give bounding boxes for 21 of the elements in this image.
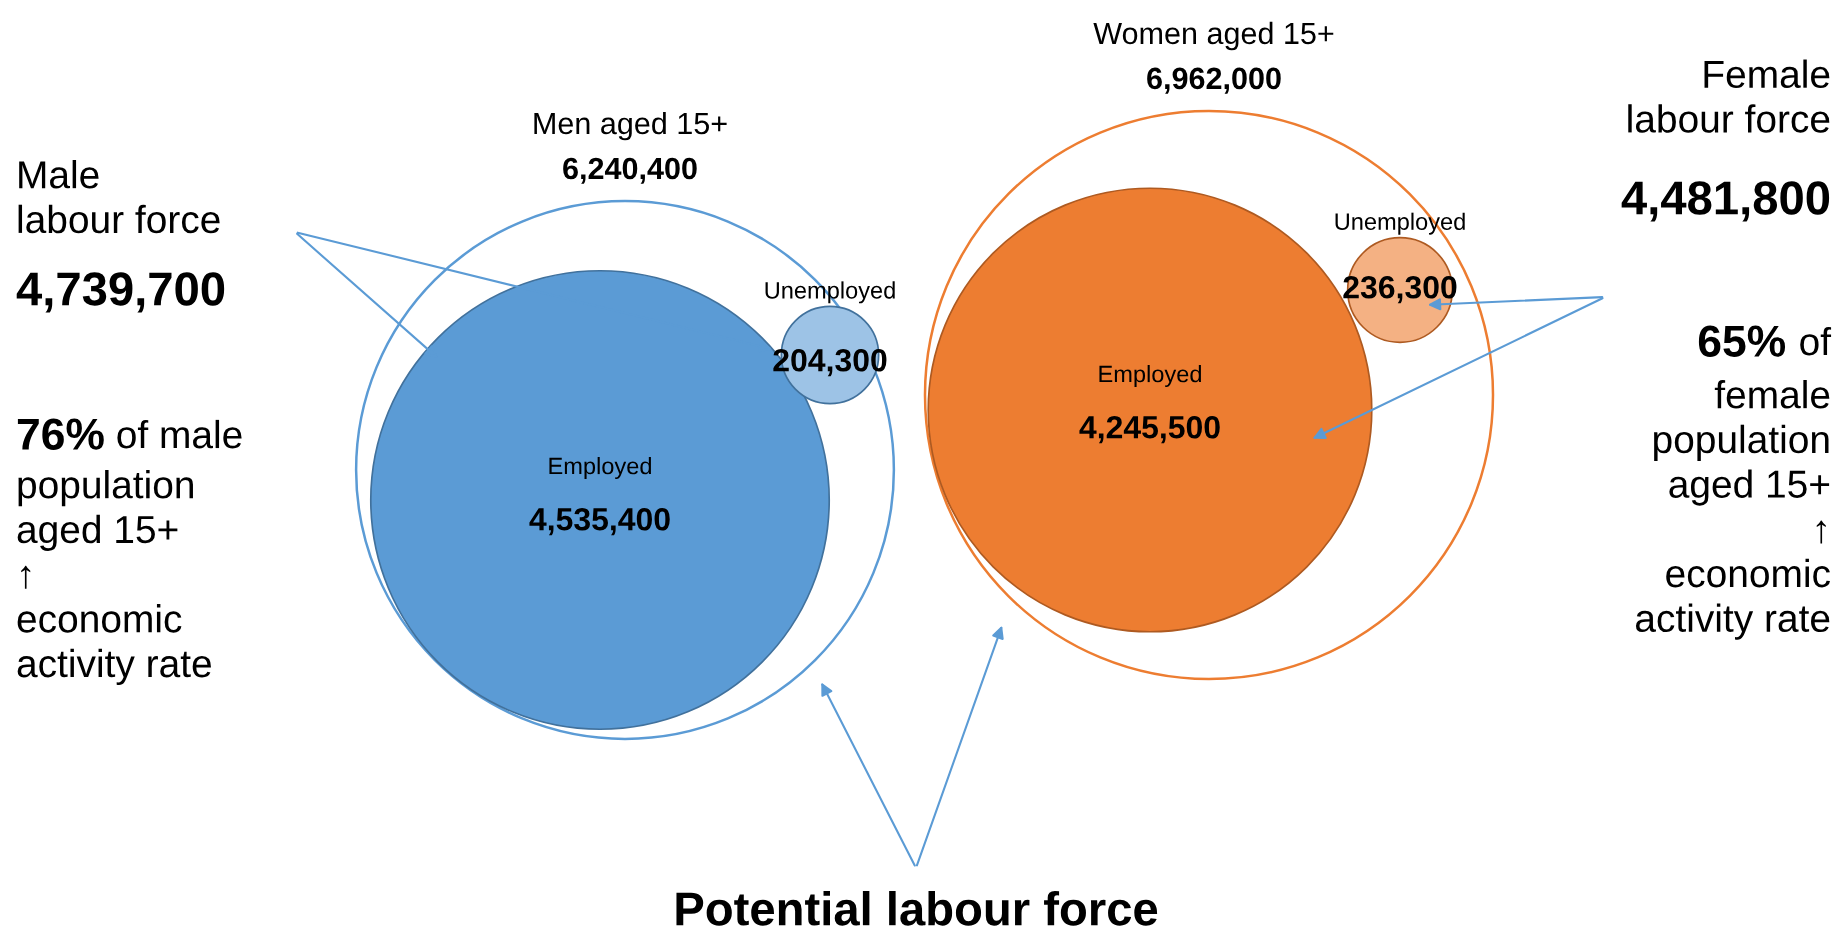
text: Male labour force [18,160,220,234]
text: of [1800,326,1832,356]
text: Potential labour force [676,890,1158,926]
text: 76% [17,418,104,450]
text: female population aged 15+ ↑ economic activity rate [1636,380,1830,640]
data-label: 4,535,400 [529,507,670,536]
category-label: Employed [549,456,651,479]
category-label: Employed [1099,364,1201,387]
data-label: 6,240,400 [563,157,697,184]
text: 4,481,800 [1621,181,1830,222]
text: 65% [1698,325,1786,357]
text: population aged 15+ ↑ economic activity rate [17,470,211,686]
data-label: 236,300 [1343,275,1457,304]
text: 4,739,700 [16,272,225,313]
data-label: 4,245,500 [1079,415,1220,444]
data-label: 6,962,000 [1147,67,1281,94]
category-label: Men aged 15+ [534,111,727,141]
text: Female labour force [1628,59,1830,133]
text: of male [117,419,242,449]
data-label: 204,300 [773,348,887,377]
category-label: Women aged 15+ [1093,21,1334,51]
